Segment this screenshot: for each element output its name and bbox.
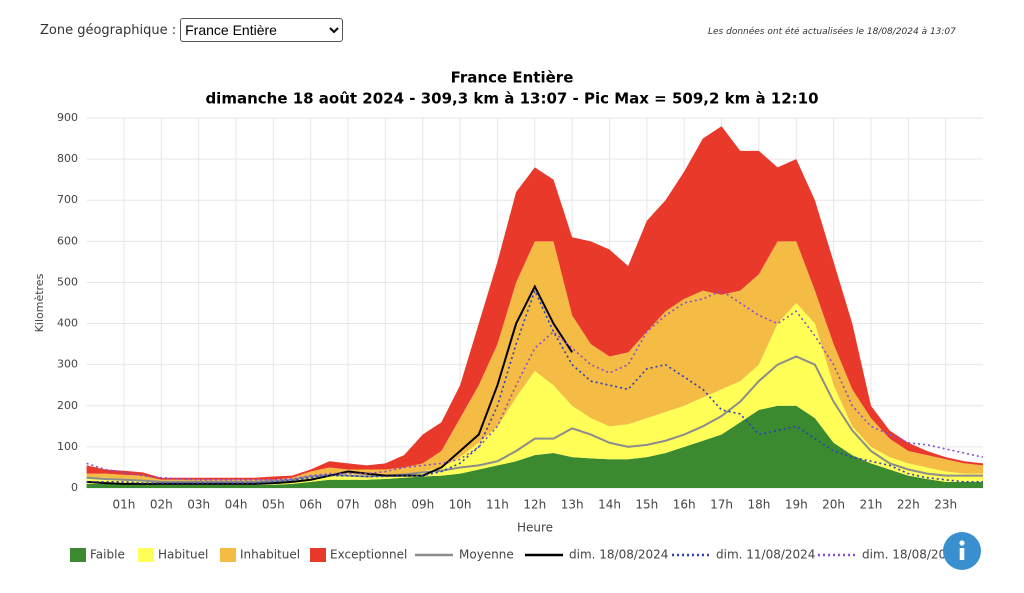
y-axis-label: Kilomètres: [33, 273, 46, 332]
x-tick-label: 20h: [822, 498, 845, 512]
legend-swatch: [70, 548, 86, 562]
x-tick-label: 05h: [262, 498, 285, 512]
y-tick-label: 600: [57, 234, 78, 247]
x-tick-label: 16h: [673, 498, 696, 512]
x-tick-label: 15h: [635, 498, 658, 512]
x-tick-label: 14h: [598, 498, 621, 512]
x-tick-label: 01h: [113, 498, 136, 512]
y-tick-label: 700: [57, 193, 78, 206]
y-tick-label: 800: [57, 152, 78, 165]
chart-subtitle: dimanche 18 août 2024 - 309,3 km à 13:07…: [205, 90, 818, 108]
legend-swatch: [310, 548, 326, 562]
x-tick-label: 09h: [411, 498, 434, 512]
x-tick-label: 03h: [187, 498, 210, 512]
legend-label: dim. 11/08/2024: [716, 548, 815, 562]
zone-select[interactable]: France Entière: [180, 18, 344, 42]
x-tick-label: 12h: [523, 498, 546, 512]
x-tick-label: 10h: [449, 498, 472, 512]
x-tick-label: 06h: [299, 498, 322, 512]
y-tick-label: 200: [57, 399, 78, 412]
legend-label: Exceptionnel: [330, 548, 407, 562]
x-tick-label: 17h: [710, 498, 733, 512]
x-tick-label: 07h: [337, 498, 360, 512]
legend-label: Moyenne: [459, 548, 514, 562]
info-stem[interactable]: [959, 548, 965, 560]
y-tick-label: 900: [57, 111, 78, 124]
y-tick-label: 500: [57, 275, 78, 288]
line: [86, 284, 573, 485]
legend-label: dim. 18/08/2024: [569, 548, 668, 562]
x-tick-label: 22h: [897, 498, 920, 512]
y-tick-label: 400: [57, 317, 78, 330]
info-dot[interactable]: [959, 540, 965, 546]
y-tick-label: 100: [57, 440, 78, 453]
chart-title: France Entière: [451, 69, 574, 87]
area: [86, 303, 984, 485]
line: [86, 289, 984, 481]
area: [86, 241, 984, 482]
legend-label: dim. 18/08/2019: [862, 548, 961, 562]
x-tick-label: 21h: [860, 498, 883, 512]
x-tick-label: 04h: [225, 498, 248, 512]
area: [86, 405, 984, 488]
zone-selector: Zone géographique : France Entière: [40, 18, 344, 42]
legend-label: Inhabituel: [240, 548, 300, 562]
y-tick-label: 0: [71, 481, 78, 494]
x-tick-label: 13h: [561, 498, 584, 512]
line: [86, 355, 983, 483]
update-note: Les données ont été actualisées le 18/08…: [708, 27, 956, 37]
legend-swatch: [220, 548, 236, 562]
legend-label: Habituel: [158, 548, 208, 562]
x-tick-label: 08h: [374, 498, 397, 512]
legend-label: Faible: [90, 548, 125, 562]
info-button[interactable]: [943, 532, 981, 570]
x-tick-label: 11h: [486, 498, 509, 512]
legend-swatch: [138, 548, 154, 562]
area: [86, 126, 984, 480]
zone-label: Zone géographique :: [40, 22, 177, 38]
x-tick-label: 02h: [150, 498, 173, 512]
x-axis-label: Heure: [517, 521, 553, 535]
x-tick-label: 18h: [747, 498, 770, 512]
x-tick-label: 23h: [934, 498, 957, 512]
x-tick-label: 19h: [785, 498, 808, 512]
y-tick-label: 300: [57, 358, 78, 371]
